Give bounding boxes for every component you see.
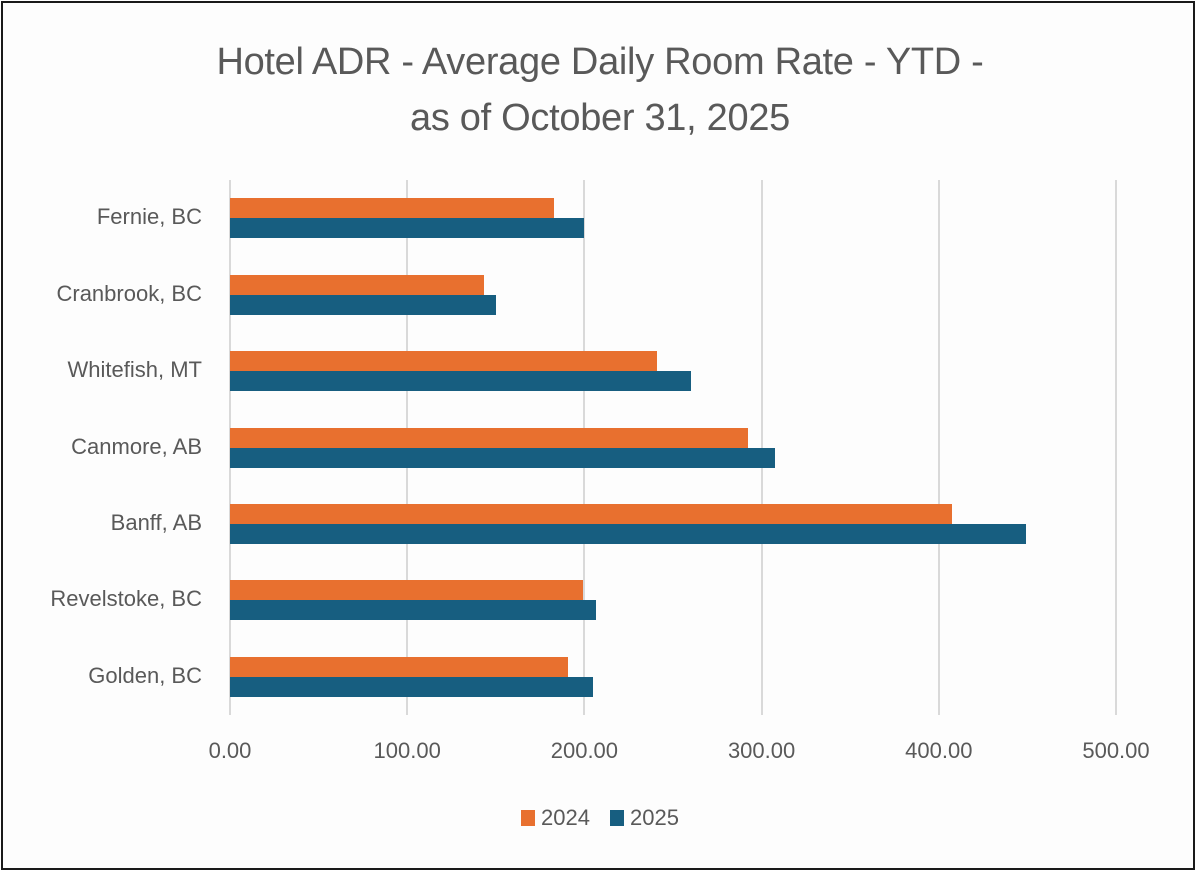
bar-2025[interactable] xyxy=(230,218,585,239)
bar-2025[interactable] xyxy=(230,676,594,697)
bar-2024[interactable] xyxy=(230,427,749,448)
category-label: Banff, AB xyxy=(110,509,202,535)
category-label: Fernie, BC xyxy=(96,204,202,230)
bar-2024[interactable] xyxy=(230,351,658,372)
legend-label-2025: 2025 xyxy=(630,805,679,830)
bar-2024[interactable] xyxy=(230,274,485,295)
legend: 2024 2025 xyxy=(0,805,1200,831)
category-label: Revelstoke, BC xyxy=(50,586,202,612)
x-tick-label: 400.00 xyxy=(905,738,973,763)
x-tick-label: 500.00 xyxy=(1082,738,1150,763)
x-tick-label: 100.00 xyxy=(373,738,441,763)
bar-2024[interactable] xyxy=(230,580,583,601)
chart-title-line-1: Hotel ADR - Average Daily Room Rate - YT… xyxy=(216,41,984,83)
plot-area xyxy=(229,180,1117,715)
category-label: Canmore, AB xyxy=(71,433,202,459)
bar-2024[interactable] xyxy=(230,198,555,219)
legend-item-2025[interactable]: 2025 xyxy=(610,805,679,831)
x-tick-label: 200.00 xyxy=(550,738,619,763)
category-label: Cranbrook, BC xyxy=(56,280,202,306)
legend-swatch-2025 xyxy=(610,810,624,826)
bar-2025[interactable] xyxy=(230,371,691,392)
legend-swatch-2024 xyxy=(521,810,536,826)
x-tick-label: 300.00 xyxy=(727,738,796,763)
bar-2025[interactable] xyxy=(230,600,596,621)
chart-title: Hotel ADR - Average Daily Room Rate - YT… xyxy=(0,34,1200,146)
bar-2024[interactable] xyxy=(230,656,568,677)
bar-2024[interactable] xyxy=(230,503,953,524)
bar-2025[interactable] xyxy=(230,523,1026,544)
x-tick-label: 0.00 xyxy=(208,738,252,763)
legend-item-2024[interactable]: 2024 xyxy=(521,805,590,831)
gridline xyxy=(1115,180,1117,715)
category-label: Whitefish, MT xyxy=(67,357,202,383)
legend-label-2024: 2024 xyxy=(541,805,590,830)
gridline xyxy=(937,180,940,715)
bar-2025[interactable] xyxy=(230,294,496,315)
chart-title-line-2: as of October 31, 2025 xyxy=(410,97,790,139)
bar-2025[interactable] xyxy=(230,447,775,468)
category-label: Golden, BC xyxy=(88,662,202,688)
